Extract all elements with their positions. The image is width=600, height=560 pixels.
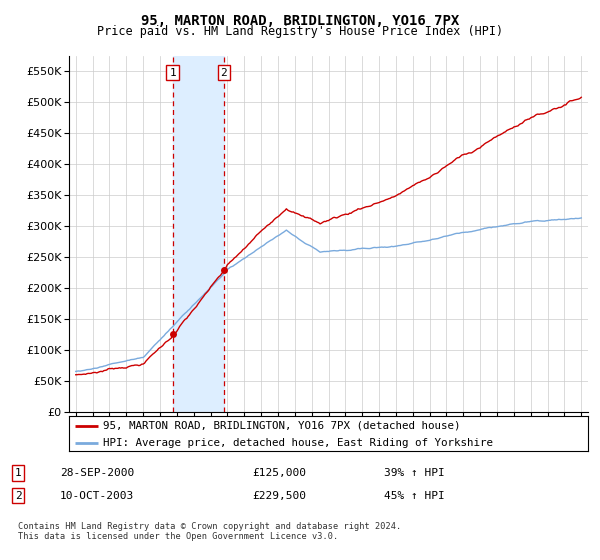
Text: 95, MARTON ROAD, BRIDLINGTON, YO16 7PX (detached house): 95, MARTON ROAD, BRIDLINGTON, YO16 7PX (… — [103, 421, 460, 431]
Text: £229,500: £229,500 — [252, 491, 306, 501]
Text: 1: 1 — [169, 68, 176, 78]
Text: HPI: Average price, detached house, East Riding of Yorkshire: HPI: Average price, detached house, East… — [103, 438, 493, 448]
Text: 2: 2 — [220, 68, 227, 78]
Text: 45% ↑ HPI: 45% ↑ HPI — [384, 491, 445, 501]
Bar — [173, 56, 224, 412]
Text: 10-OCT-2003: 10-OCT-2003 — [60, 491, 134, 501]
Text: 1: 1 — [14, 468, 22, 478]
Text: 95, MARTON ROAD, BRIDLINGTON, YO16 7PX: 95, MARTON ROAD, BRIDLINGTON, YO16 7PX — [141, 14, 459, 28]
Text: 39% ↑ HPI: 39% ↑ HPI — [384, 468, 445, 478]
Text: Price paid vs. HM Land Registry's House Price Index (HPI): Price paid vs. HM Land Registry's House … — [97, 25, 503, 38]
Text: Contains HM Land Registry data © Crown copyright and database right 2024.
This d: Contains HM Land Registry data © Crown c… — [18, 522, 401, 542]
Text: £125,000: £125,000 — [252, 468, 306, 478]
Text: 2: 2 — [14, 491, 22, 501]
Text: 28-SEP-2000: 28-SEP-2000 — [60, 468, 134, 478]
